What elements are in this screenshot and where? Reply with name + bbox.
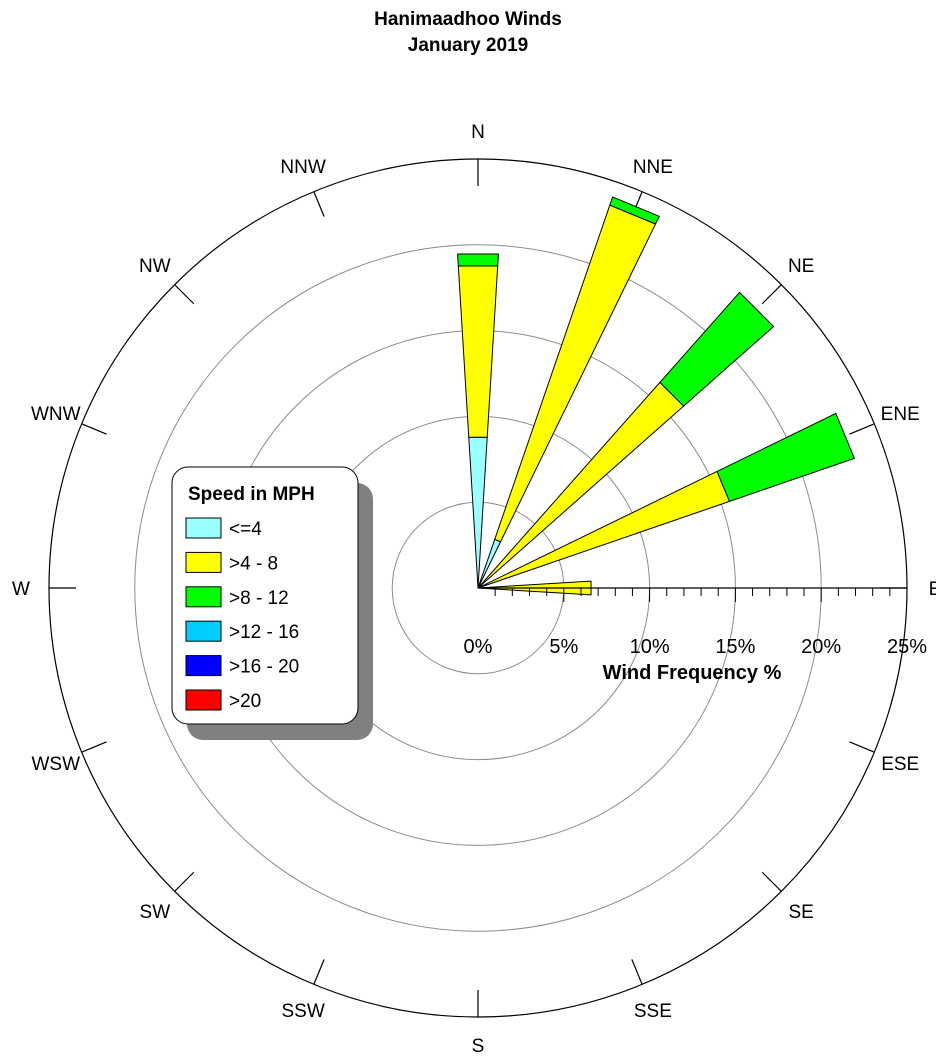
- label-s: S: [472, 1036, 485, 1057]
- axis-tick-label: 5%: [549, 636, 578, 658]
- axis-tick-label: 15%: [715, 636, 755, 658]
- label-nw: NW: [139, 256, 171, 277]
- label-ssw: SSW: [281, 1001, 324, 1022]
- legend-swatch: [185, 655, 222, 677]
- legend-label: <=4: [229, 519, 262, 540]
- legend-title: Speed in MPH: [188, 484, 315, 505]
- label-ene: ENE: [881, 404, 920, 425]
- legend-swatch: [185, 689, 222, 711]
- tick-nw: [174, 284, 195, 305]
- label-ese: ESE: [881, 754, 919, 775]
- label-ne: NE: [788, 256, 814, 277]
- tick-wsw: [81, 741, 107, 753]
- label-sw: SW: [140, 902, 171, 923]
- tick-ese: [849, 741, 875, 753]
- label-w: W: [12, 579, 30, 600]
- legend-label: >20: [229, 691, 261, 712]
- label-nnw: NNW: [280, 157, 325, 178]
- axis-tick-label: 20%: [801, 636, 841, 658]
- petal-n-series-0: [468, 436, 488, 589]
- tick-nnw: [313, 191, 325, 217]
- label-sse: SSE: [634, 1001, 672, 1022]
- tick-sse: [631, 959, 643, 985]
- label-se: SE: [788, 902, 813, 923]
- axis-tick-label: 10%: [630, 636, 670, 658]
- label-e: E: [929, 579, 936, 600]
- tick-ssw: [313, 959, 325, 985]
- tick-se: [761, 871, 782, 892]
- legend-label: >12 - 16: [229, 622, 299, 643]
- legend-label: >4 - 8: [229, 553, 278, 574]
- direction-labels: N NNE NE ENE E ESE SE SSE S SSW SW WSW W WNW NW NNW: [12, 122, 936, 1057]
- legend-swatch: [185, 620, 222, 642]
- petal-ene-series-2: [716, 412, 855, 502]
- legend-items: <=4 >4 - 8 >8 - 12 >12 - 16 >16 - 20 >20: [185, 517, 299, 712]
- axis-title: Wind Frequency %: [603, 662, 782, 684]
- axis-tick-label: 0%: [464, 636, 493, 658]
- petal-ne-series-1: [477, 381, 685, 589]
- petal-ne-series-2: [659, 291, 775, 407]
- tick-sw: [174, 871, 195, 892]
- label-wnw: WNW: [31, 404, 81, 425]
- chart-title: Hanimaadhoo Winds: [374, 9, 562, 30]
- label-wsw: WSW: [32, 754, 81, 775]
- legend-swatch: [185, 551, 222, 573]
- legend: Speed in MPH <=4 >4 - 8 >8 - 12 >12 - 16 >16…: [171, 466, 373, 740]
- petal-nne-series-2: [609, 196, 660, 225]
- wind-petals: [457, 196, 855, 596]
- tick-wnw: [81, 423, 107, 435]
- legend-swatch: [185, 517, 222, 539]
- legend-label: >8 - 12: [229, 588, 289, 609]
- axis-tick-label: 25%: [887, 636, 927, 658]
- tick-ne: [761, 284, 782, 305]
- petal-n-series-1: [457, 265, 499, 438]
- label-n: N: [471, 122, 485, 143]
- tick-ene: [849, 423, 875, 435]
- legend-label: >16 - 20: [229, 657, 299, 678]
- chart-subtitle: January 2019: [408, 35, 528, 56]
- label-nne: NNE: [633, 157, 673, 178]
- legend-swatch: [185, 586, 222, 608]
- petal-n-series-2: [457, 253, 499, 267]
- frequency-axis: 0% 5% 10% 15% 20% 25%: [464, 587, 927, 658]
